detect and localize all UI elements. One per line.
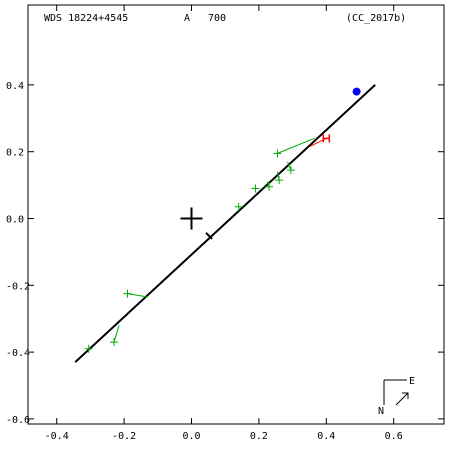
- y-tick-label: -0.6: [6, 415, 30, 426]
- observation-point: [286, 166, 295, 175]
- periastron-tick: [205, 232, 213, 240]
- residual-line: [287, 161, 292, 171]
- y-tick-label: 0.4: [6, 81, 24, 92]
- x-tick-label: -0.4: [45, 431, 69, 442]
- x-tick-label: -0.2: [112, 431, 136, 442]
- residual-line: [277, 137, 315, 154]
- observation-point: [273, 149, 282, 158]
- x-tick-label: 0.0: [182, 431, 200, 442]
- observation-point: [251, 184, 260, 193]
- orbit-layer: [74, 84, 376, 363]
- compass-arrow-head: [402, 392, 409, 399]
- latest-position-dot: [352, 87, 361, 96]
- residual-line: [113, 325, 120, 343]
- orbit-line: [74, 84, 376, 363]
- compass-rose: E N: [378, 376, 415, 417]
- y-tick-label: 0.2: [6, 148, 24, 159]
- x-tick-label: 0.6: [385, 431, 403, 442]
- compass-east-label: E: [409, 376, 415, 387]
- micrometric-point: [322, 134, 331, 143]
- reference-label: (CC_2017b): [346, 13, 406, 24]
- y-tick-label: -0.2: [6, 281, 30, 292]
- x-tick-label: 0.4: [317, 431, 335, 442]
- pair-label: A: [184, 13, 190, 24]
- compass-arrow-shaft: [395, 392, 409, 406]
- y-tick-label: 0.0: [6, 215, 24, 226]
- compass-north-label: N: [378, 406, 384, 417]
- residual-line: [127, 293, 148, 298]
- observations-layer: [84, 134, 331, 353]
- axis-ticks: -0.4 -0.2 0.0 0.2 0.4 0.6 -0.6 -0.4 -0.2 0.0 0.2 0.…: [6, 5, 444, 442]
- observation-point: [275, 176, 284, 185]
- number-label: 700: [208, 13, 226, 24]
- observation-point: [234, 202, 243, 211]
- observation-point: [84, 344, 93, 353]
- x-tick-label: 0.2: [250, 431, 268, 442]
- observation-point: [123, 289, 132, 298]
- wds-label: WDS 18224+4545: [44, 13, 128, 24]
- observation-point: [109, 338, 118, 347]
- y-tick-label: -0.4: [6, 348, 30, 359]
- observation-point: [265, 182, 274, 191]
